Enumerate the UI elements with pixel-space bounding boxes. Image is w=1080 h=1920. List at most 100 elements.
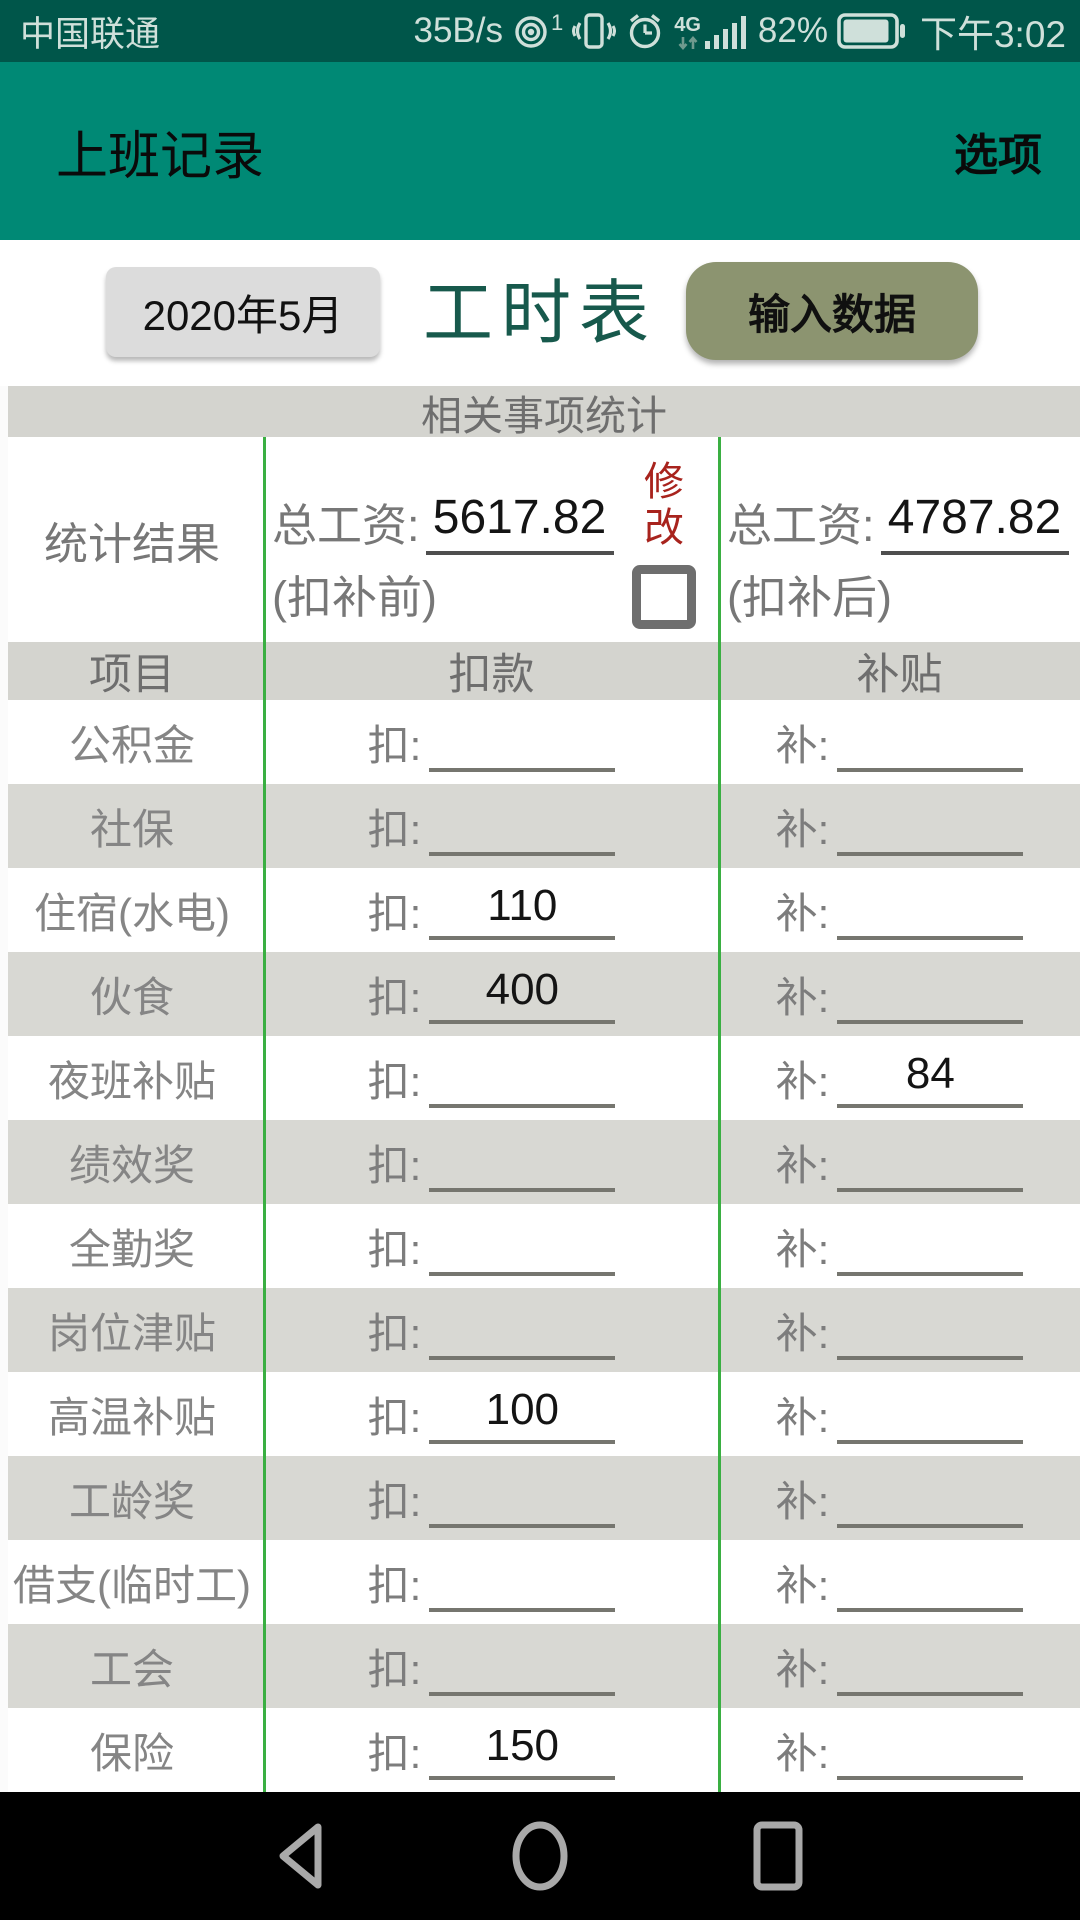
subsidy-value-field[interactable] (837, 1216, 1024, 1276)
deduct-value-field[interactable] (429, 1300, 616, 1360)
month-selector-button[interactable]: 2020年5月 (106, 267, 380, 357)
subsidy-prefix: 补: (775, 1058, 830, 1105)
deduct-value-field[interactable] (429, 796, 616, 856)
deduct-prefix: 扣: (367, 974, 422, 1021)
deduct-value-field[interactable]: 400 (429, 964, 616, 1024)
subsidy-prefix: 补: (775, 806, 830, 853)
subsidy-value-field[interactable] (837, 1552, 1024, 1612)
deduct-prefix: 扣: (367, 1058, 422, 1105)
row-label: 住宿(水电) (34, 889, 230, 937)
battery-percent-label: 82% (757, 11, 828, 50)
hotspot-icon: 1 (512, 12, 563, 50)
deduction-cell: 扣: 150 (264, 1708, 719, 1792)
table-row: 绩效奖 扣: 补: (0, 1120, 1080, 1204)
deduct-prefix: 扣: (367, 1730, 422, 1777)
subsidy-value-field[interactable] (837, 1720, 1024, 1780)
table-row: 伙食 扣: 400 补: (0, 952, 1080, 1036)
header-item: 项目 (89, 651, 175, 699)
subsidy-value-field[interactable] (837, 1300, 1024, 1360)
deduct-value-field[interactable] (429, 712, 616, 772)
modify-checkbox[interactable] (632, 565, 696, 629)
options-button[interactable]: 选项 (954, 131, 1042, 180)
row-label: 保险 (89, 1729, 174, 1777)
page-title: 工时表 (423, 272, 657, 354)
table-row: 高温补贴 扣: 100 补: (0, 1372, 1080, 1456)
deduct-value-field[interactable]: 150 (429, 1720, 616, 1780)
subsidy-cell: 补: (719, 1288, 1080, 1372)
table-body: 公积金 扣: 补: 社保 扣: (0, 700, 1080, 1792)
row-label: 夜班补贴 (47, 1057, 216, 1105)
deduct-value-field[interactable] (429, 1048, 616, 1108)
network-type-label: 4G (674, 14, 701, 36)
table-row: 夜班补贴 扣: 补: 84 (0, 1036, 1080, 1120)
home-icon (512, 1821, 568, 1891)
subsidy-value-field[interactable] (837, 1636, 1024, 1696)
subsidy-prefix: 补: (775, 1226, 830, 1273)
subsidy-value-field[interactable] (837, 712, 1024, 772)
signal-4g-icon: 4G (674, 11, 749, 51)
deduct-value-field[interactable] (429, 1636, 616, 1696)
deduction-cell: 扣: (264, 1288, 719, 1372)
table-row: 工龄奖 扣: 补: (0, 1456, 1080, 1540)
subsidy-prefix: 补: (775, 1730, 830, 1777)
subsidy-value-field[interactable] (837, 1132, 1024, 1192)
app-title: 上班记录 (56, 127, 265, 186)
table-row: 工会 扣: 补: (0, 1624, 1080, 1708)
subsidy-value-field[interactable] (837, 796, 1024, 856)
deduct-value-field[interactable] (429, 1552, 616, 1612)
deduction-cell: 扣: 400 (264, 952, 719, 1036)
nav-home-button[interactable] (485, 1792, 595, 1920)
deduction-cell: 扣: (264, 1456, 719, 1540)
subsidy-value-field[interactable] (837, 880, 1024, 940)
row-label: 高温补贴 (47, 1393, 216, 1441)
modify-block[interactable]: 修改 (631, 459, 697, 629)
summary-post-deduction-cell: 总工资: 4787.82 (扣补后) (719, 437, 1080, 642)
table-row: 社保 扣: 补: (0, 784, 1080, 868)
subsidy-cell: 补: (719, 1372, 1080, 1456)
android-nav-bar (0, 1792, 1080, 1920)
pre-total-value-field[interactable]: 5617.82 (425, 489, 614, 555)
subsidy-cell: 补: (719, 868, 1080, 952)
modify-label: 修改 (644, 460, 684, 550)
deduction-cell: 扣: (264, 1204, 719, 1288)
table-row: 岗位津贴 扣: 补: (0, 1288, 1080, 1372)
subsidy-cell: 补: (719, 1120, 1080, 1204)
subsidy-value-field[interactable] (837, 1468, 1024, 1528)
nav-back-button[interactable] (245, 1792, 355, 1920)
subsidy-value-field[interactable] (837, 1384, 1024, 1444)
deduct-value-field[interactable]: 100 (429, 1384, 616, 1444)
table-row: 借支(临时工) 扣: 补: (0, 1540, 1080, 1624)
column-divider-left (263, 437, 266, 1792)
hotspot-count: 1 (550, 10, 564, 35)
post-total-value-field[interactable]: 4787.82 (880, 489, 1069, 555)
post-total-label: 总工资: (727, 500, 875, 551)
subsidy-prefix: 补: (775, 1646, 830, 1693)
subsidy-cell: 补: (719, 1204, 1080, 1288)
deduct-value-field[interactable] (429, 1132, 616, 1192)
summary-label: 统计结果 (44, 519, 220, 569)
header-deduction: 扣款 (448, 651, 535, 699)
deduct-prefix: 扣: (367, 1142, 422, 1189)
deduct-prefix: 扣: (367, 722, 422, 769)
subsidy-value-field[interactable]: 84 (837, 1048, 1024, 1108)
subsidy-prefix: 补: (775, 974, 830, 1021)
deduct-value-field[interactable] (429, 1468, 616, 1528)
row-label: 工龄奖 (68, 1477, 195, 1525)
subsidy-value-field[interactable] (837, 964, 1024, 1024)
row-label: 绩效奖 (68, 1141, 195, 1189)
deduct-value-field[interactable]: 110 (429, 880, 616, 940)
subsidy-prefix: 补: (775, 1562, 830, 1609)
back-icon (279, 1823, 322, 1889)
deduction-cell: 扣: (264, 1540, 719, 1624)
clock-label: 下午3:02 (919, 14, 1066, 55)
input-data-button[interactable]: 输入数据 (686, 262, 978, 360)
row-label: 全勤奖 (68, 1225, 195, 1273)
nav-recents-button[interactable] (723, 1792, 833, 1920)
deduct-prefix: 扣: (367, 1562, 422, 1609)
deduct-prefix: 扣: (367, 1394, 422, 1441)
row-label: 伙食 (89, 973, 174, 1021)
deduct-value-field[interactable] (429, 1216, 616, 1276)
summary-row: 统计结果 总工资: 5617.82 (扣补前) 修改 总工资: 4787.82 … (0, 437, 1080, 642)
row-label: 借支(临时工) (13, 1561, 251, 1609)
